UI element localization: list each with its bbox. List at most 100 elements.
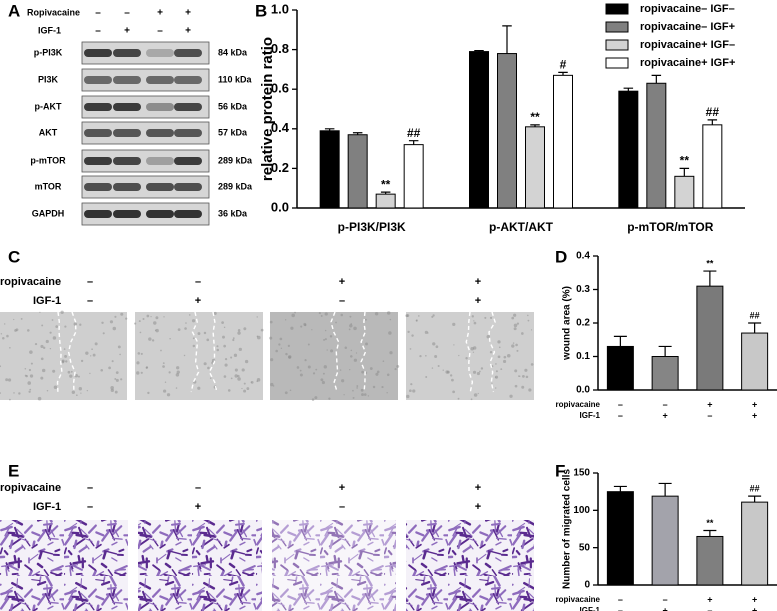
cell-speck [216, 348, 220, 352]
cell-speck [155, 316, 159, 320]
cell-speck [361, 393, 364, 396]
cell-speck [513, 327, 517, 331]
cell-speck [425, 376, 428, 379]
wound-image [270, 312, 398, 400]
cell-speck [230, 356, 233, 359]
molecular-weight: 57 kDa [218, 127, 248, 137]
bar [696, 285, 724, 391]
cell-speck [102, 332, 105, 335]
cell-speck [506, 353, 511, 358]
bar [375, 193, 396, 209]
cell-speck [425, 354, 427, 357]
blot-strip [81, 175, 210, 199]
cell-speck [150, 315, 152, 318]
cell-speck [349, 324, 353, 328]
blot-band [146, 129, 174, 137]
condition-sign: + [157, 8, 163, 19]
x-tick-label: p-PI3K/PI3K [338, 220, 406, 234]
blot-band [113, 157, 141, 165]
cell-speck [315, 368, 318, 371]
cell-speck [269, 320, 273, 324]
cell-speck [522, 375, 525, 378]
legend-label: ropivacaine– IGF– [640, 3, 735, 15]
error-bar [324, 128, 335, 131]
condition-sign: + [752, 399, 757, 409]
cell-speck [53, 385, 58, 389]
cell-speck [222, 335, 225, 339]
cell-speck [356, 387, 358, 389]
error-bar [613, 485, 627, 492]
cell-speck [237, 331, 241, 335]
cell-speck [160, 349, 162, 352]
bar [606, 491, 634, 586]
cell-speck [272, 385, 275, 387]
cell-speck [516, 349, 519, 352]
cell-speck [0, 365, 2, 368]
cell-speck [86, 389, 89, 392]
y-tick-label: 50 [579, 542, 591, 553]
condition-sign: + [662, 605, 667, 611]
cell-speck [284, 319, 287, 321]
cell-speck [349, 315, 352, 318]
cell-speck [486, 334, 490, 339]
cell-speck [424, 330, 428, 334]
blot-band [84, 49, 112, 57]
cell-speck [322, 372, 325, 375]
error-bar [703, 270, 717, 287]
cell-speck [530, 363, 534, 366]
cell-speck [472, 351, 475, 353]
cell-speck [154, 329, 157, 332]
significance-label: ## [750, 310, 760, 320]
condition-sign: + [475, 276, 481, 288]
cell-speck [243, 327, 247, 331]
bar [497, 53, 517, 209]
condition-sign: + [752, 594, 757, 604]
cell-speck [30, 362, 33, 365]
legend-label: ropivacaine– IGF+ [640, 21, 735, 33]
cell-speck [238, 347, 242, 352]
condition-sign: – [339, 501, 345, 513]
cell-speck [164, 381, 167, 383]
cell-speck [232, 338, 235, 342]
cell-speck [500, 368, 503, 371]
cell-speck [512, 342, 515, 344]
cell-speck [340, 313, 344, 317]
cell-speck [237, 377, 241, 381]
cell-speck [234, 374, 238, 378]
cell-speck [367, 395, 370, 397]
cell-speck [415, 319, 418, 322]
cell-speck [234, 368, 238, 372]
legend-label: ropivacaine+ IGF+ [640, 57, 735, 69]
cell-speck [497, 355, 501, 359]
cell-speck [320, 378, 324, 382]
condition-sign: – [87, 501, 93, 513]
cell-speck [197, 386, 201, 390]
cell-speck [288, 356, 291, 359]
legend-swatch [605, 57, 629, 69]
cell-speck [192, 344, 196, 348]
y-tick-label: 0.8 [271, 41, 289, 56]
cell-speck [372, 385, 376, 389]
cell-speck [457, 397, 460, 400]
cell-speck [216, 345, 219, 348]
cell-speck [409, 389, 412, 393]
blot-band [113, 103, 141, 111]
cell-speck [176, 370, 180, 374]
cell-speck [376, 370, 380, 374]
cell-speck [51, 319, 54, 321]
significance-label: ** [680, 154, 690, 168]
cell-speck [63, 348, 66, 350]
protein-label: p-AKT [35, 101, 62, 111]
cell-speck [39, 311, 41, 313]
bar [525, 126, 545, 209]
cell-speck [134, 322, 137, 325]
cell-speck [364, 318, 367, 321]
cell-speck [280, 347, 283, 349]
cell-speck [294, 311, 296, 314]
cell-speck [452, 390, 455, 394]
error-bar [530, 124, 540, 127]
transwell-image [138, 520, 262, 611]
molecular-weight: 289 kDa [218, 155, 253, 165]
cell-speck [503, 355, 507, 359]
blot-band [174, 129, 202, 137]
